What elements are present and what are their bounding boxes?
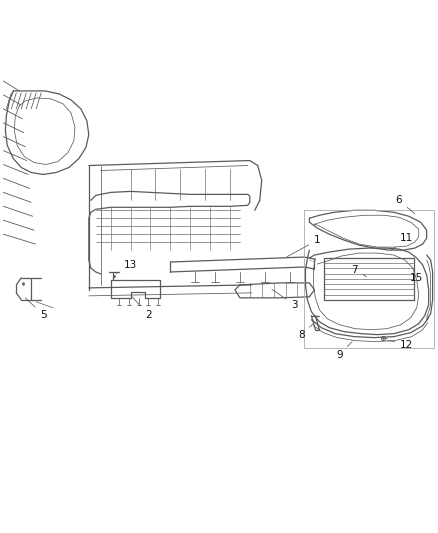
Text: 7: 7 <box>351 265 367 277</box>
Text: 9: 9 <box>336 342 352 360</box>
Text: 2: 2 <box>132 297 152 320</box>
Text: 15: 15 <box>410 273 429 288</box>
Text: 5: 5 <box>25 298 46 320</box>
Text: 1: 1 <box>287 235 321 257</box>
Text: 3: 3 <box>272 289 298 310</box>
Text: 11: 11 <box>391 233 413 251</box>
Text: 12: 12 <box>388 340 413 350</box>
Text: 13: 13 <box>116 260 137 273</box>
Text: 8: 8 <box>298 324 313 340</box>
Text: 6: 6 <box>396 196 415 214</box>
